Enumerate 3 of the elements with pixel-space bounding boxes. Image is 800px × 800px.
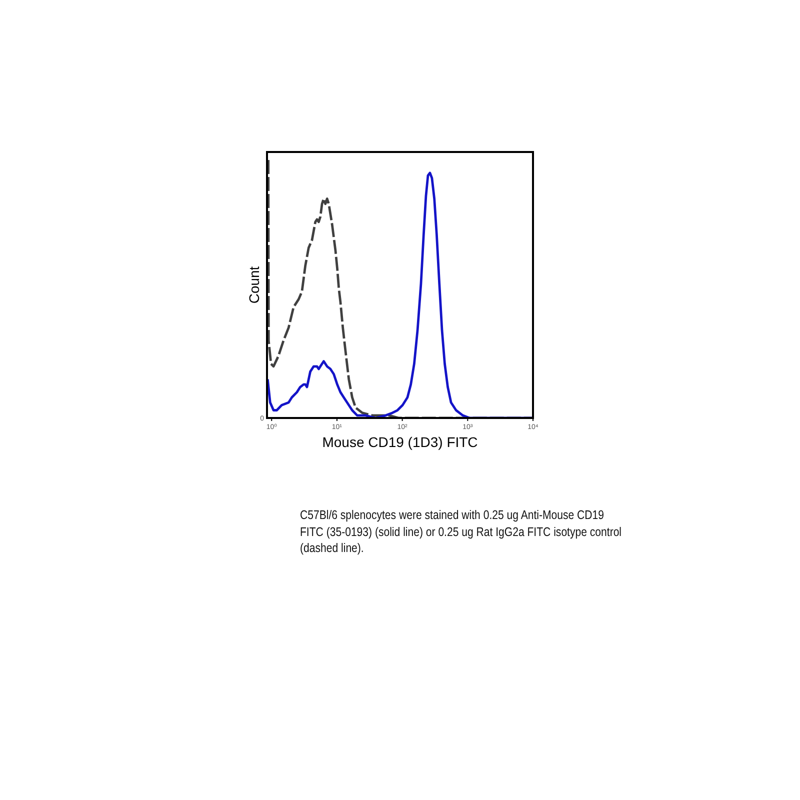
y-axis-title: Count xyxy=(246,266,262,304)
x-axis-title: Mouse CD19 (1D3) FITC xyxy=(322,434,478,450)
text: C57Bl/6 splenocytes were stained with 0.25 ug Anti-Mouse CD19 FITC (35-0193) (solid line) or 0.25 ug Rat IgG2a FITC isotype control (dashed line). xyxy=(300,507,623,556)
